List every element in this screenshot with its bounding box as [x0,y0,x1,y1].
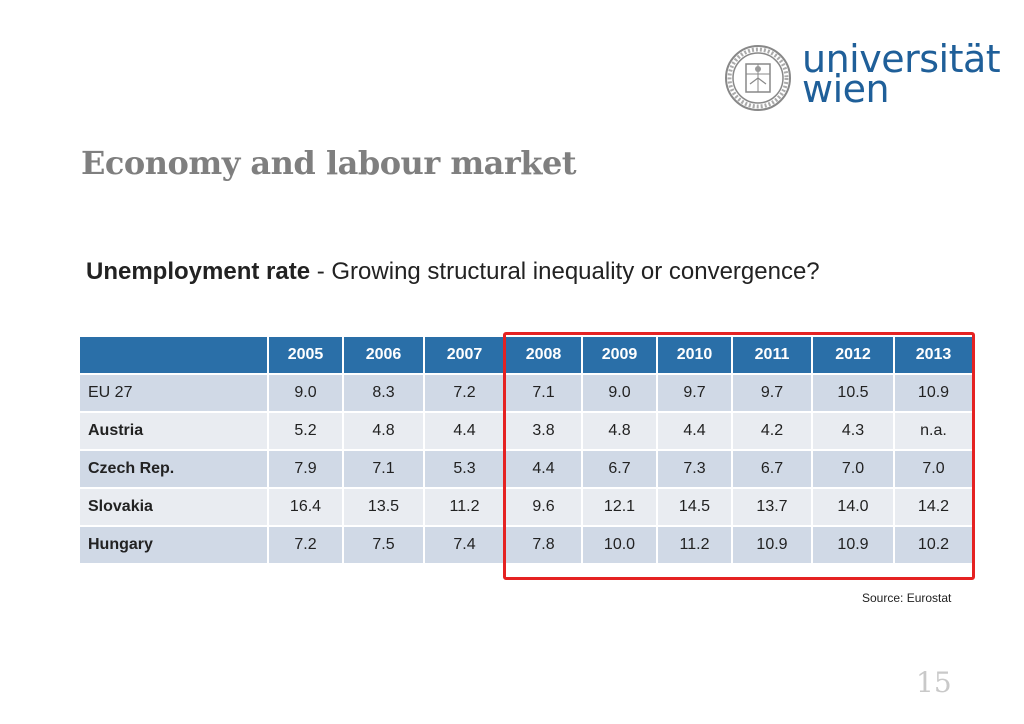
table-row: EU 27 9.0 8.3 7.2 7.1 9.0 9.7 9.7 10.5 1… [78,373,974,413]
value-cell: 7.4 [423,525,506,565]
subtitle: Unemployment rate - Growing structural i… [86,258,820,286]
value-cell: 7.1 [504,373,583,413]
subtitle-rest: - Growing structural inequality or conve… [310,258,820,285]
header-year: 2006 [342,335,425,375]
value-cell: 10.0 [581,525,658,565]
value-cell: 14.5 [656,487,733,527]
header-year: 2005 [267,335,344,375]
country-cell: EU 27 [78,373,269,413]
value-cell: 4.4 [504,449,583,489]
subtitle-bold: Unemployment rate [86,258,311,285]
value-cell: 6.7 [731,449,813,489]
value-cell: 10.2 [893,525,974,565]
value-cell: 14.2 [893,487,974,527]
value-cell: 16.4 [267,487,344,527]
source-note: Source: Eurostat [862,591,952,605]
table-row: Austria 5.2 4.8 4.4 3.8 4.8 4.4 4.2 4.3 … [78,411,974,451]
unemployment-table: 2005 2006 2007 2008 2009 2010 2011 2012 … [78,335,974,565]
value-cell: 10.9 [893,373,974,413]
header-year: 2013 [893,335,974,375]
value-cell: 12.1 [581,487,658,527]
value-cell: 8.3 [342,373,425,413]
value-cell: 4.4 [423,411,506,451]
table-row: Hungary 7.2 7.5 7.4 7.8 10.0 11.2 10.9 1… [78,525,974,565]
university-wordmark: universität wien [802,37,1001,111]
value-cell: 13.5 [342,487,425,527]
value-cell: 9.0 [581,373,658,413]
value-cell: 7.9 [267,449,344,489]
value-cell: 5.3 [423,449,506,489]
value-cell: 7.0 [893,449,974,489]
value-cell: 9.7 [731,373,813,413]
table-row: Slovakia 16.4 13.5 11.2 9.6 12.1 14.5 13… [78,487,974,527]
country-cell: Slovakia [78,487,269,527]
country-cell: Austria [78,411,269,451]
university-logo: universität wien [724,40,1001,114]
value-cell: 10.9 [811,525,895,565]
value-cell: 10.5 [811,373,895,413]
value-cell: n.a. [893,411,974,451]
header-year: 2012 [811,335,895,375]
value-cell: 7.0 [811,449,895,489]
table-row: Czech Rep. 7.9 7.1 5.3 4.4 6.7 7.3 6.7 7… [78,449,974,489]
value-cell: 14.0 [811,487,895,527]
value-cell: 4.4 [656,411,733,451]
value-cell: 9.0 [267,373,344,413]
value-cell: 7.8 [504,525,583,565]
header-year: 2010 [656,335,733,375]
value-cell: 6.7 [581,449,658,489]
value-cell: 3.8 [504,411,583,451]
header-year: 2007 [423,335,506,375]
value-cell: 9.7 [656,373,733,413]
value-cell: 5.2 [267,411,344,451]
page-number: 15 [916,666,952,699]
value-cell: 4.2 [731,411,813,451]
value-cell: 7.1 [342,449,425,489]
header-empty-cell [78,335,269,375]
value-cell: 10.9 [731,525,813,565]
country-cell: Czech Rep. [78,449,269,489]
value-cell: 4.8 [581,411,658,451]
header-year: 2008 [504,335,583,375]
page-title: Economy and labour market [81,144,577,182]
value-cell: 7.3 [656,449,733,489]
country-cell: Hungary [78,525,269,565]
table-header-row: 2005 2006 2007 2008 2009 2010 2011 2012 … [78,335,974,375]
value-cell: 7.5 [342,525,425,565]
wordmark-line-1: universität [802,37,1001,81]
header-year: 2009 [581,335,658,375]
value-cell: 4.3 [811,411,895,451]
value-cell: 4.8 [342,411,425,451]
university-seal-icon [725,45,791,111]
value-cell: 7.2 [267,525,344,565]
value-cell: 13.7 [731,487,813,527]
wordmark-line-2: wien [802,67,890,111]
header-year: 2011 [731,335,813,375]
value-cell: 11.2 [656,525,733,565]
value-cell: 9.6 [504,487,583,527]
value-cell: 7.2 [423,373,506,413]
value-cell: 11.2 [423,487,506,527]
